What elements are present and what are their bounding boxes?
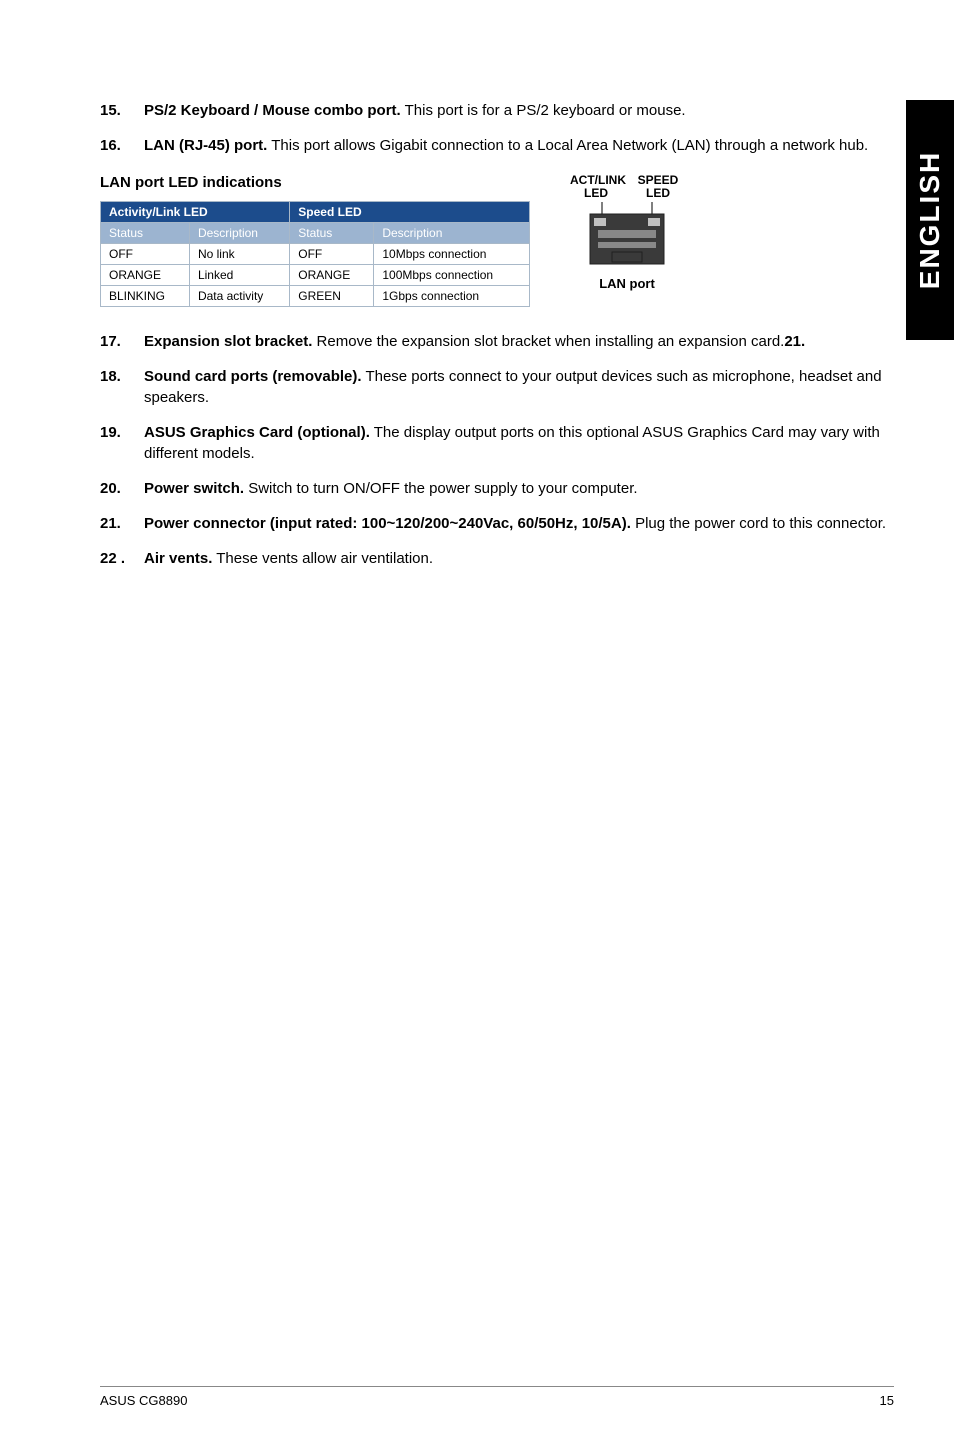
item-number: 22 . (100, 548, 144, 569)
table-cell: Linked (189, 265, 289, 286)
item-number: 18. (100, 366, 144, 408)
table-cell: Data activity (189, 286, 289, 307)
table-cell: BLINKING (101, 286, 190, 307)
led-sub-header: Description (189, 223, 289, 244)
led-table: Activity/Link LED Speed LED Status Descr… (100, 201, 530, 307)
led-sub-header: Status (101, 223, 190, 244)
table-row: OFFNo linkOFF10Mbps connection (101, 244, 530, 265)
list-item: 16.LAN (RJ-45) port. This port allows Gi… (100, 135, 894, 156)
item-body: Power connector (input rated: 100~120/20… (144, 513, 894, 534)
item-number: 20. (100, 478, 144, 499)
lan-port-caption: LAN port (570, 276, 684, 291)
led-top-header-speed: Speed LED (290, 202, 530, 223)
item-number: 15. (100, 100, 144, 121)
page-footer: ASUS CG8890 15 (100, 1386, 894, 1408)
item-body: LAN (RJ-45) port. This port allows Gigab… (144, 135, 894, 156)
list-item: 19.ASUS Graphics Card (optional). The di… (100, 422, 894, 464)
list-item: 22 .Air vents. These vents allow air ven… (100, 548, 894, 569)
diagram-label-speed: SPEED (638, 173, 679, 187)
item-number: 16. (100, 135, 144, 156)
item-body: Sound card ports (removable). These port… (144, 366, 894, 408)
led-top-header-activity: Activity/Link LED (101, 202, 290, 223)
item-body: ASUS Graphics Card (optional). The displ… (144, 422, 894, 464)
list-item: 21.Power connector (input rated: 100~120… (100, 513, 894, 534)
page-content: 15.PS/2 Keyboard / Mouse combo port. Thi… (0, 0, 954, 623)
led-sub-header: Status (290, 223, 374, 244)
table-row: BLINKINGData activityGREEN1Gbps connecti… (101, 286, 530, 307)
list-item: 15.PS/2 Keyboard / Mouse combo port. Thi… (100, 100, 894, 121)
diagram-label-actlink: ACT/LINK (570, 173, 626, 187)
item-body: Power switch. Switch to turn ON/OFF the … (144, 478, 894, 499)
list-item: 20.Power switch. Switch to turn ON/OFF t… (100, 478, 894, 499)
table-cell: 100Mbps connection (374, 265, 530, 286)
table-cell: 10Mbps connection (374, 244, 530, 265)
item-number: 17. (100, 331, 144, 352)
led-sub-header: Description (374, 223, 530, 244)
rj45-port-icon (572, 202, 682, 272)
table-cell: OFF (101, 244, 190, 265)
item-number: 19. (100, 422, 144, 464)
item-number: 21. (100, 513, 144, 534)
led-heading: LAN port LED indications (100, 174, 530, 191)
item-body: Air vents. These vents allow air ventila… (144, 548, 894, 569)
footer-page-number: 15 (880, 1393, 894, 1408)
table-row: ORANGELinkedORANGE100Mbps connection (101, 265, 530, 286)
table-cell: No link (189, 244, 289, 265)
list-item: 18.Sound card ports (removable). These p… (100, 366, 894, 408)
footer-product: ASUS CG8890 (100, 1393, 187, 1408)
table-cell: OFF (290, 244, 374, 265)
table-cell: ORANGE (290, 265, 374, 286)
table-cell: ORANGE (101, 265, 190, 286)
table-cell: 1Gbps connection (374, 286, 530, 307)
item-body: Expansion slot bracket. Remove the expan… (144, 331, 894, 352)
list-item: 17.Expansion slot bracket. Remove the ex… (100, 331, 894, 352)
led-section: LAN port LED indications Activity/Link L… (100, 174, 894, 307)
item-body: PS/2 Keyboard / Mouse combo port. This p… (144, 100, 894, 121)
lan-port-diagram: ACT/LINKLED SPEEDLED LAN port (570, 174, 684, 291)
table-cell: GREEN (290, 286, 374, 307)
